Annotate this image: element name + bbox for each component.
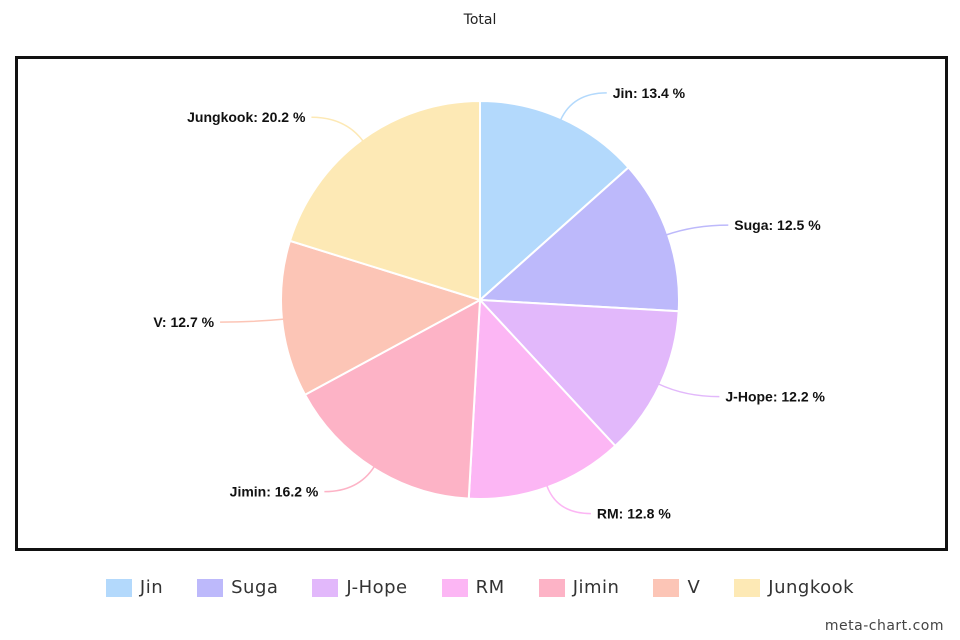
legend-label: V (687, 577, 701, 598)
legend-swatch (441, 578, 468, 597)
data-label-v: V: 12.7 % (153, 314, 214, 330)
data-label-suga: Suga: 12.5 % (734, 217, 821, 233)
data-label-j-hope: J-Hope: 12.2 % (725, 389, 825, 405)
connector-j-hope (657, 383, 720, 398)
legend-item-v[interactable]: V (653, 577, 700, 598)
legend-swatch (734, 578, 761, 597)
data-label-jimin: Jimin: 16.2 % (230, 484, 319, 500)
legend-swatch (105, 578, 132, 597)
connector-rm (546, 485, 591, 515)
plot-frame (15, 56, 948, 551)
legend-swatch (538, 578, 565, 597)
legend-item-jungkook[interactable]: Jungkook (734, 577, 854, 598)
connector-suga (665, 224, 729, 236)
legend-label: Suga (231, 577, 279, 598)
legend-label: RM (475, 577, 505, 598)
legend: Jin Suga J-Hope RM Jimin V Jungkook (0, 577, 960, 598)
watermark: meta-chart.com (824, 618, 944, 634)
connector-jungkook (311, 116, 364, 142)
legend-label: Jin (139, 577, 164, 598)
legend-item-jin[interactable]: Jin (105, 577, 164, 598)
data-label-jin: Jin: 13.4 % (613, 85, 686, 101)
legend-label: J-Hope (346, 577, 408, 598)
chart-title: Total (463, 12, 497, 28)
legend-item-jimin[interactable]: Jimin (538, 577, 620, 598)
connector-jimin (324, 465, 376, 493)
legend-swatch (653, 578, 680, 597)
legend-label: Jungkook (768, 577, 855, 598)
data-label-jungkook: Jungkook: 20.2 % (187, 109, 306, 125)
legend-label: Jimin (572, 577, 620, 598)
legend-item-rm[interactable]: RM (441, 577, 505, 598)
legend-swatch (197, 578, 224, 597)
data-label-rm: RM: 12.8 % (597, 506, 671, 522)
legend-swatch (312, 578, 339, 597)
connector-jin (559, 92, 607, 121)
legend-item-j-hope[interactable]: J-Hope (312, 577, 407, 598)
connector-v (220, 318, 285, 323)
legend-item-suga[interactable]: Suga (197, 577, 278, 598)
